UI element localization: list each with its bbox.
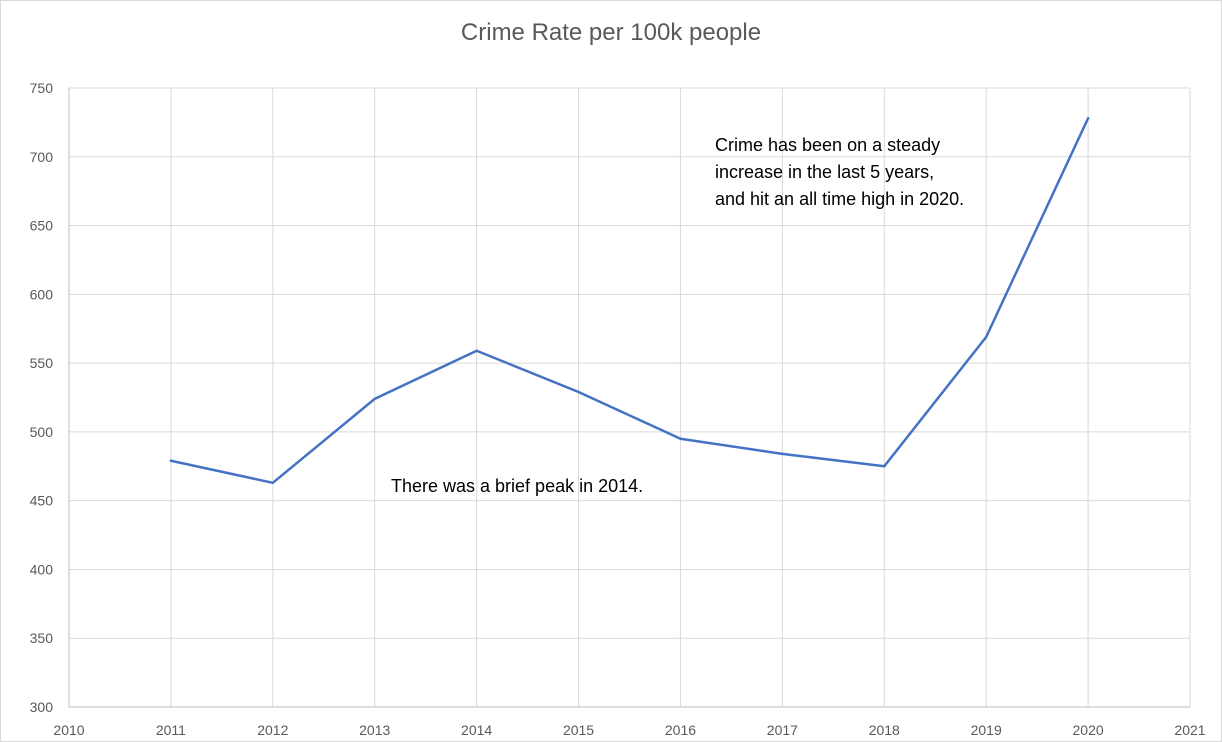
y-tick-label: 550 <box>30 355 54 371</box>
x-tick-label: 2016 <box>665 722 696 738</box>
annotation-trend-line-1: Crime has been on a steady <box>715 135 941 155</box>
data-point <box>883 465 886 468</box>
series-line <box>169 117 1090 485</box>
data-point <box>984 335 988 339</box>
annotation-trend-line-3: and hit an all time high in 2020. <box>715 189 965 209</box>
x-tick-label: 2012 <box>257 722 288 738</box>
chart-title: Crime Rate per 100k people <box>460 19 762 46</box>
gridlines <box>69 87 1191 707</box>
x-tick-label: 2019 <box>971 722 1002 738</box>
x-tick-label: 2011 <box>156 722 186 738</box>
data-point <box>373 397 376 401</box>
annotation-trend-line-2: increase in the last 5 years, <box>715 162 935 182</box>
x-tick-label: 2020 <box>1073 722 1104 738</box>
x-tick-label: 2013 <box>359 722 390 738</box>
data-point <box>781 452 784 456</box>
data-point <box>577 390 580 394</box>
annotation-trend: Crime has been on a steady increase in t… <box>715 132 964 213</box>
data-point <box>1086 117 1090 120</box>
y-tick-label: 600 <box>30 286 54 302</box>
data-point <box>679 437 682 440</box>
x-tick-label: 2015 <box>563 722 594 738</box>
annotation-peak: There was a brief peak in 2014. <box>391 473 643 500</box>
data-point <box>271 481 275 484</box>
data-point <box>169 459 173 462</box>
data-point <box>475 349 478 352</box>
x-tick-label: 2017 <box>767 722 798 738</box>
series-group <box>169 117 1090 485</box>
axes: 300 350 400 450 500 550 600 650 700 750 2010 2011 20… <box>30 80 1206 738</box>
y-tick-label: 500 <box>30 424 54 440</box>
y-tick-label: 350 <box>30 630 54 646</box>
x-tick-label: 2021 <box>1174 722 1205 738</box>
annotation-peak-text: There was a brief peak in 2014. <box>391 476 644 496</box>
y-tick-label: 750 <box>30 80 54 96</box>
y-tick-label: 300 <box>30 699 54 715</box>
y-tick-label: 650 <box>30 218 54 234</box>
y-tick-label: 400 <box>30 561 54 577</box>
y-tick-label: 700 <box>30 149 54 165</box>
x-tick-label: 2014 <box>461 722 492 738</box>
y-tick-label: 450 <box>30 493 54 509</box>
x-tick-label: 2018 <box>869 722 900 738</box>
x-tick-label: 2010 <box>53 722 84 738</box>
